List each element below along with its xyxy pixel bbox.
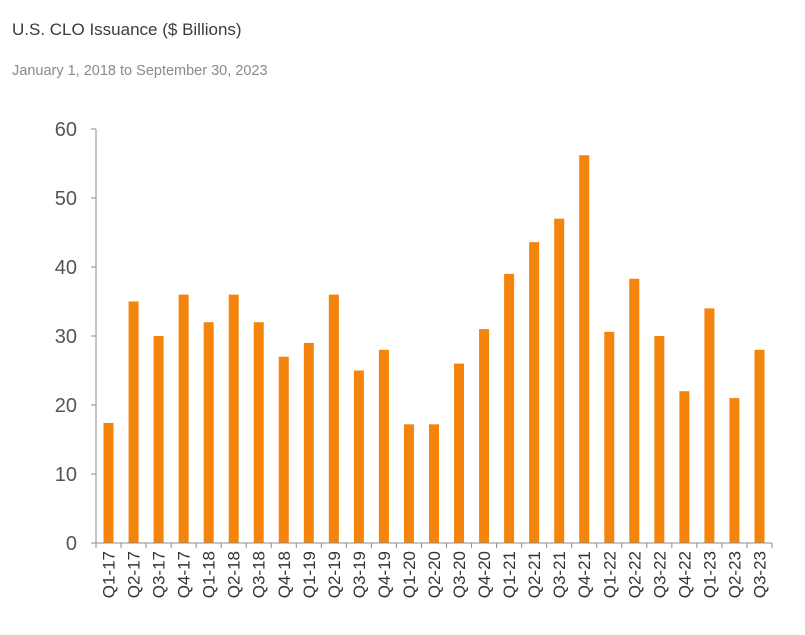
- x-tick-label: Q1-23: [700, 551, 719, 598]
- bar: [704, 308, 715, 543]
- x-tick-label: Q1-19: [300, 551, 319, 598]
- x-tick-label: Q3-19: [350, 551, 369, 598]
- y-tick-label: 40: [55, 257, 77, 279]
- x-tick-label: Q1-18: [200, 551, 219, 598]
- x-tick-label: Q3-20: [450, 551, 469, 598]
- x-tick-label: Q4-20: [475, 551, 494, 598]
- x-tick-label: Q2-17: [125, 551, 144, 598]
- bar: [128, 301, 139, 543]
- chart-title: U.S. CLO Issuance ($ Billions): [12, 20, 242, 39]
- bar: [303, 342, 314, 543]
- bar: [103, 422, 114, 543]
- y-tick-label: 0: [66, 533, 77, 555]
- x-tick-label: Q1-22: [600, 551, 619, 598]
- y-tick-label: 30: [55, 326, 77, 348]
- x-tick-label: Q3-23: [750, 551, 769, 598]
- x-tick-label: Q1-20: [400, 551, 419, 598]
- x-tick-label: Q2-23: [725, 551, 744, 598]
- x-tick-label: Q3-21: [550, 551, 569, 598]
- bar: [378, 349, 389, 543]
- x-tick-label: Q3-17: [150, 551, 169, 598]
- bar: [604, 331, 615, 543]
- y-tick-label: 50: [55, 188, 77, 210]
- y-tick-label: 60: [55, 119, 77, 141]
- bars: [103, 155, 765, 543]
- bar: [529, 242, 540, 543]
- bar: [629, 278, 640, 543]
- x-tick-label: Q2-21: [525, 551, 544, 598]
- chart-subtitle: January 1, 2018 to September 30, 2023: [12, 63, 268, 79]
- bar: [328, 294, 339, 543]
- bar: [554, 218, 565, 543]
- x-tick-label: Q2-22: [625, 551, 644, 598]
- x-tick-label: Q4-21: [575, 551, 594, 598]
- bar: [253, 322, 264, 543]
- bar: [403, 424, 414, 543]
- bar: [679, 391, 690, 543]
- x-tick-label: Q2-19: [325, 551, 344, 598]
- x-tick-label: Q4-19: [375, 551, 394, 598]
- x-tick-label: Q3-18: [250, 551, 269, 598]
- x-tick-label: Q3-22: [650, 551, 669, 598]
- x-tick-label: Q1-17: [100, 551, 119, 598]
- bar: [754, 349, 765, 543]
- bar: [278, 356, 289, 543]
- bar: [153, 336, 164, 543]
- bar: [654, 336, 665, 543]
- bar: [228, 294, 239, 543]
- bar: [729, 398, 740, 543]
- x-tick-label: Q1-21: [500, 551, 519, 598]
- bar: [454, 363, 465, 543]
- bar: [479, 329, 490, 543]
- x-tick-label: Q4-22: [675, 551, 694, 598]
- y-axis: 0 10 20 30 40 50 60: [55, 119, 97, 555]
- x-axis: Q1-17 Q2-17 Q3-17 Q4-17 Q1-18 Q2-18 Q3-18 Q4-18…: [96, 542, 773, 598]
- y-tick-label: 20: [55, 395, 77, 417]
- x-tick-label: Q4-18: [275, 551, 294, 598]
- bar: [178, 294, 189, 543]
- bar: [504, 273, 515, 543]
- x-tick-label: Q4-17: [175, 551, 194, 598]
- x-tick-label: Q2-20: [425, 551, 444, 598]
- bar: [579, 155, 590, 543]
- y-tick-label: 10: [55, 464, 77, 486]
- x-tick-label: Q2-18: [225, 551, 244, 598]
- bar: [429, 424, 439, 543]
- bar: [203, 322, 214, 543]
- bar: [353, 370, 364, 543]
